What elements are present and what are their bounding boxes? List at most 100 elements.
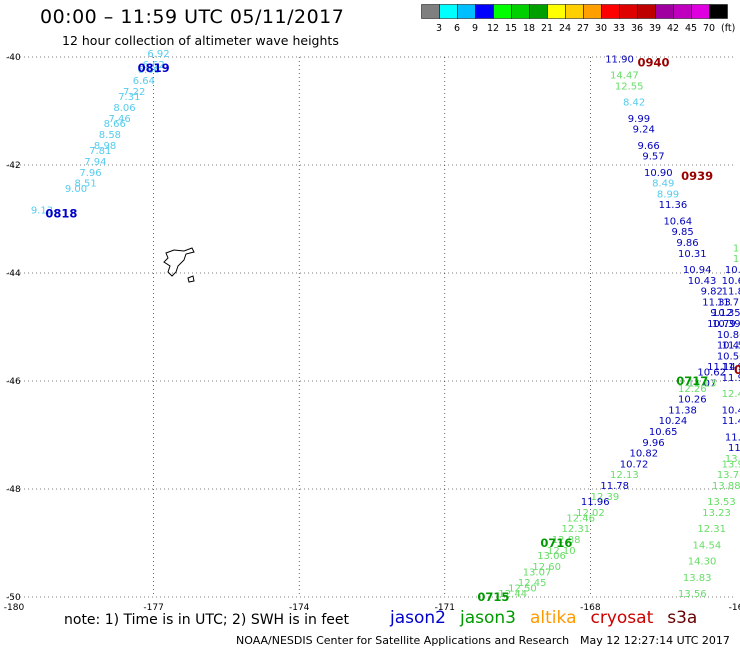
wave-height-label: 10.39	[712, 319, 740, 330]
wave-height-label: 10.47	[722, 405, 740, 416]
wave-height-label: 11.36	[659, 200, 688, 211]
wave-height-label: 12.45	[518, 578, 547, 589]
y-tick-label: -50	[6, 593, 21, 603]
wave-height-label: 10.56	[717, 351, 740, 362]
wave-height-label: 13.23	[702, 508, 731, 519]
wave-height-label: 12.44	[498, 589, 527, 600]
legend-entry-s3a: s3a	[667, 608, 698, 628]
scale-label: 42	[667, 23, 679, 34]
wave-height-label: 11.14	[707, 362, 736, 373]
y-tick-label: -46	[6, 377, 21, 387]
wave-height-label: 10.86	[717, 330, 740, 341]
islet-shape	[187, 275, 195, 283]
wave-height-label: 11.50	[722, 341, 740, 352]
wave-height-label: 7.46	[108, 114, 130, 125]
x-tick-label: -16	[729, 603, 740, 612]
wave-height-label: 9.24	[633, 125, 655, 136]
wave-height-label: 7.96	[79, 168, 101, 179]
wave-height-label: 10.63	[722, 276, 740, 287]
wave-height-label: 8.58	[99, 130, 121, 141]
wave-height-label: 14.30	[688, 557, 717, 568]
wave-height-label: 11.33	[702, 297, 731, 308]
wave-height-label: 12.60	[532, 562, 561, 573]
wave-height-label: 12.39	[591, 492, 620, 503]
wave-height-label: 6.66	[138, 65, 160, 76]
y-tick-label: -44	[6, 269, 21, 279]
footnote: note: 1) Time is in UTC; 2) SWH is in fe…	[64, 612, 350, 628]
wave-height-label: 8.51	[75, 179, 97, 190]
scale-label: 15	[505, 23, 517, 34]
wave-height-label: 13.88	[712, 481, 740, 492]
x-tick-label: -168	[580, 603, 601, 612]
wave-height-label: 10.94	[683, 265, 712, 276]
scale-label: 30	[595, 23, 607, 34]
scale-label: 21	[541, 23, 553, 34]
wave-height-label: 10.82	[629, 449, 658, 460]
wave-height-label: 10.62	[697, 368, 726, 379]
footer-timestamp: May 12 12:27:14 UTC 2017	[580, 634, 730, 647]
satellite-legend: jason2 jason3 altika cryosat s3a	[390, 608, 711, 628]
scale-label: 27	[577, 23, 589, 34]
scale-label: 9	[472, 23, 478, 34]
wave-height-label: 10.43	[688, 276, 717, 287]
wave-height-label: 9.66	[638, 141, 660, 152]
wave-height-label: 8.98	[94, 141, 116, 152]
wave-height-label: 12.10	[547, 546, 576, 557]
scale-label: 6	[454, 23, 460, 34]
wave-height-label: 7.22	[123, 87, 145, 98]
wave-height-label: 11.45	[722, 416, 740, 427]
scale-label: 45	[685, 23, 697, 34]
wave-height-label: 11.07	[688, 378, 717, 389]
wave-height-label: 14.54	[693, 540, 722, 551]
wave-height-label: 10.79	[707, 319, 736, 330]
wave-height-label: 9.57	[642, 152, 664, 163]
scale-label: 18	[523, 23, 535, 34]
wave-height-label: 7.31	[118, 92, 140, 103]
wave-height-label: 10.90	[644, 168, 673, 179]
x-tick-label: -171	[435, 603, 455, 612]
wave-height-label: 9.13	[31, 206, 53, 217]
wave-height-label: 11.90	[605, 54, 634, 65]
island-outline	[163, 247, 195, 283]
wave-height-label: 10.24	[659, 416, 688, 427]
wave-height-label: 13.56	[678, 589, 707, 600]
color-scale: 3 6 9 12 15 18 21 24 27 30 33 36 39 42 45 70 (ft)	[421, 4, 735, 34]
x-tick-label: -174	[289, 603, 310, 612]
wave-height-label: 10.26	[678, 395, 707, 406]
wave-height-label: 8.06	[113, 103, 135, 114]
y-tick-label: -40	[6, 53, 21, 63]
wave-height-label: 10.72	[620, 459, 649, 470]
wave-height-label: 9.85	[671, 227, 693, 238]
wave-height-label: 6.64	[133, 76, 155, 87]
axis-layer: -180 -177 -174 -171 -168 -16 -40 -42 -44 -46 -48 -5…	[4, 53, 740, 612]
legend-entry-jason2: jason2	[390, 608, 446, 628]
track-layer: 6.926.626.666.647.227.318.067.468.668.58…	[31, 49, 740, 604]
wave-height-label: 12.13	[688, 378, 717, 389]
x-tick-label: -177	[143, 603, 163, 612]
wave-height-label: 9.00	[65, 184, 87, 195]
grid-layer	[8, 56, 736, 598]
wave-height-label: 10.65	[649, 427, 678, 438]
legend-entry-altika: altika	[530, 608, 577, 628]
wave-height-label: 12.13	[610, 470, 639, 481]
legend-entry-jason3: jason3	[460, 608, 516, 628]
wave-height-label: 12.46	[566, 513, 595, 524]
wave-height-label: 11.38	[668, 405, 697, 416]
pass-time-label: 0715	[477, 590, 509, 604]
island-shape	[163, 247, 195, 277]
scale-label: 3	[436, 23, 442, 34]
wave-height-label: 13.06	[537, 551, 566, 562]
pass-time-label: 0	[734, 363, 740, 377]
scale-label: 70	[703, 23, 715, 34]
pass-time-label: 0819	[138, 61, 170, 75]
wave-height-label: 6.62	[142, 60, 164, 71]
wave-height-label: 7.81	[89, 146, 111, 157]
wave-height-label: 11.9	[725, 432, 740, 443]
chart-title: 00:00 – 11:59 UTC 05/11/2017	[40, 6, 345, 28]
wave-height-label: 13.83	[683, 573, 712, 584]
wave-height-label: 12.31	[562, 524, 591, 535]
chart-subtitle: 12 hour collection of altimeter wave hei…	[62, 33, 339, 48]
wave-height-label: 8.99	[657, 189, 679, 200]
pass-time-label: 0939	[681, 169, 713, 183]
scale-label: 39	[649, 23, 661, 34]
